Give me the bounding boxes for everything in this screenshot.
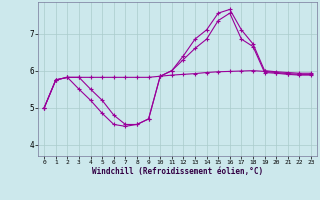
X-axis label: Windchill (Refroidissement éolien,°C): Windchill (Refroidissement éolien,°C): [92, 167, 263, 176]
